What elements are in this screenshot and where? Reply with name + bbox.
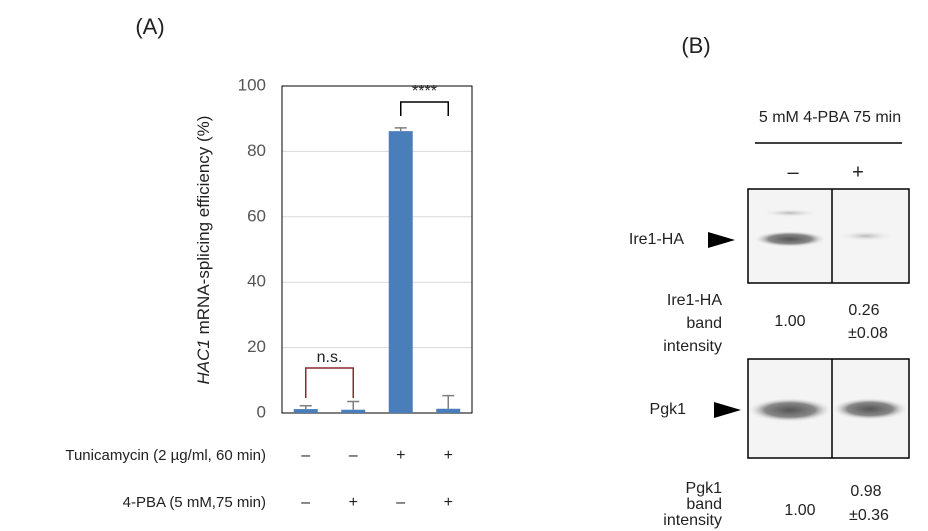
error-bar [395, 128, 407, 131]
intensity-value: 0.26 [848, 302, 879, 319]
significance-bracket [306, 368, 354, 398]
significance-bracket [401, 102, 449, 116]
condition-label: Tunicamycin (2 µg/ml, 60 min) [65, 447, 266, 464]
y-tick-label: 60 [247, 206, 266, 225]
y-tick-label: 0 [257, 402, 266, 421]
intensity-label: band [686, 315, 722, 332]
y-tick-label: 80 [247, 141, 266, 160]
condition-sign: + [349, 494, 358, 511]
blot-ire1 [748, 189, 909, 283]
intensity-label: intensity [663, 512, 722, 529]
intensity-label: Ire1-HA [667, 292, 722, 309]
significance-label: n.s. [317, 349, 343, 366]
page: (A) HAC1 mRNA-splicing efficiency (%) (B… [0, 0, 928, 531]
blot-label: Ire1-HA [629, 231, 684, 248]
error-bar [300, 406, 312, 409]
condition-sign: + [444, 494, 453, 511]
condition-sign: + [444, 447, 453, 464]
intensity-value: ±0.36 [849, 507, 889, 524]
condition-sign: – [349, 447, 358, 464]
intensity-value: 1.00 [784, 502, 815, 519]
error-bar [347, 402, 359, 410]
intensity-label: Pgk1 [686, 480, 723, 497]
plot-frame [282, 86, 472, 413]
blot-pgk1 [748, 359, 909, 458]
bar [341, 410, 365, 413]
bar [436, 409, 460, 413]
y-axis-title-rest: mRNA-splicing efficiency (%) [194, 116, 213, 335]
condition-sign: – [396, 494, 405, 511]
blot-label: Pgk1 [650, 401, 687, 418]
arrowhead [708, 232, 735, 248]
condition-sign: + [396, 447, 405, 464]
error-bar [442, 396, 454, 409]
intensity-value: 1.00 [774, 313, 805, 330]
lane-sign: – [787, 161, 799, 183]
condition-sign: – [301, 447, 310, 464]
panel-label: (B) [681, 33, 710, 58]
y-axis-title: HAC1 mRNA-splicing efficiency (%) [194, 116, 213, 385]
y-tick-label: 20 [247, 337, 266, 356]
figure: (A) HAC1 mRNA-splicing efficiency (%) (B… [0, 0, 928, 531]
bar [294, 409, 318, 413]
condition-label: 4-PBA (5 mM,75 min) [123, 494, 266, 511]
condition-sign: – [301, 494, 310, 511]
lane-sign: + [852, 161, 864, 183]
y-axis-title-italic: HAC1 [194, 339, 213, 384]
bar [389, 131, 413, 413]
y-tick-label: 40 [247, 272, 266, 291]
intensity-value: 0.98 [850, 483, 881, 500]
y-tick-label: 100 [238, 75, 266, 94]
panel-label: (A) [135, 14, 164, 39]
treatment-header: 5 mM 4-PBA 75 min [759, 109, 901, 126]
intensity-label: intensity [663, 338, 722, 355]
arrowhead [714, 402, 741, 418]
significance-label: **** [412, 83, 437, 100]
intensity-value: ±0.08 [848, 325, 888, 342]
intensity-label: band [686, 496, 722, 513]
